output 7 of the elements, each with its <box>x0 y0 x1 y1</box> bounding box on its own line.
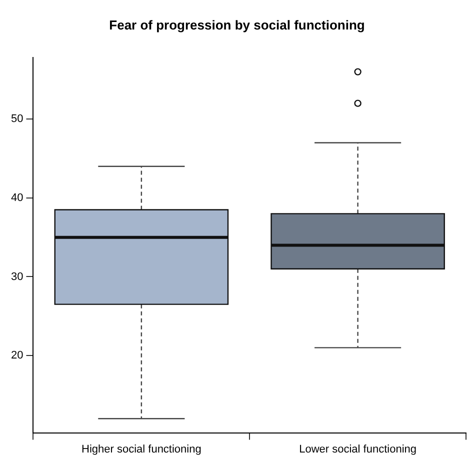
y-tick-label: 40 <box>10 192 24 204</box>
chart-title: Fear of progression by social functioning <box>109 17 365 32</box>
y-tick-label: 50 <box>10 113 24 126</box>
x-tick-label: Higher social functioning <box>81 443 202 456</box>
y-tick-label: 20 <box>10 350 24 362</box>
x-tick-label: Lower social functioning <box>299 443 417 456</box>
y-tick-label: 30 <box>10 270 24 283</box>
